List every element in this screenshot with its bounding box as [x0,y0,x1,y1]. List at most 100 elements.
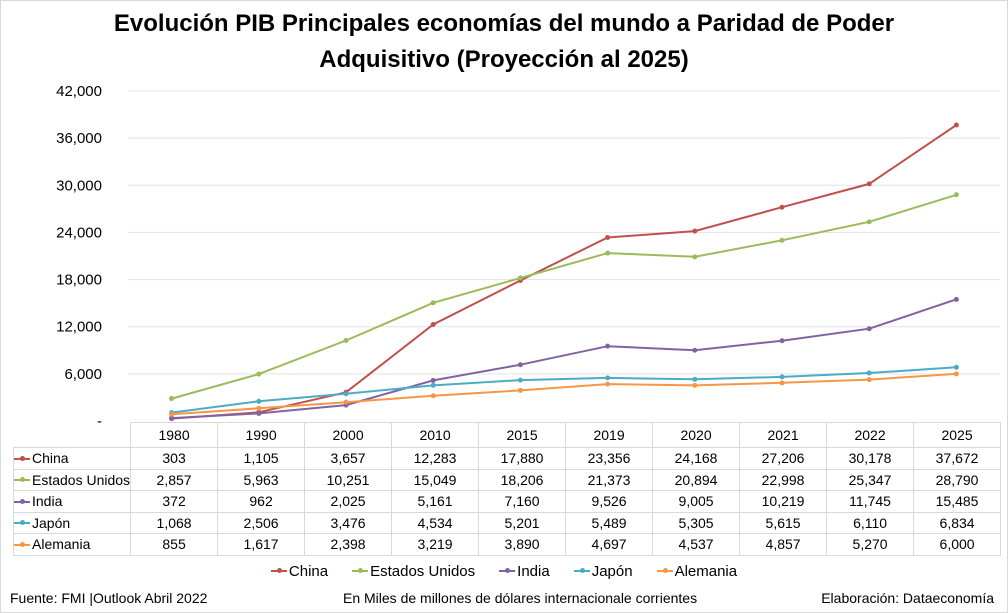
series-name: Alemania [32,536,91,553]
data-label: 3,476 [304,511,393,534]
data-label: 5,305 [652,511,741,534]
legend-marker-icon [573,568,590,574]
legend-label: Alemania [674,563,738,580]
credit-note: Elaboración: Dataeconomía [821,590,994,606]
y-tick-label: 36,000 [56,130,102,147]
data-point [169,415,175,421]
data-label: 303 [130,447,219,470]
chart-title-line2: Adquisitivo (Proyección al 2025) [319,46,689,73]
legend-label: Japón [591,563,633,580]
data-point [605,343,611,349]
legend-label: India [517,563,550,580]
legend-marker-icon [656,568,673,574]
series-label: China [12,447,132,470]
data-table-row: Estados Unidos 2,857 5,963 10,251 15,049 18,2… [12,468,1002,491]
data-label: 3,890 [478,533,567,556]
data-point [517,387,523,393]
data-label: 12,283 [391,447,480,470]
series-name: Japón [32,514,71,531]
data-point [692,228,698,234]
data-point [779,338,785,344]
x-tick-label: 2022 [826,422,915,448]
data-point [953,122,959,128]
data-label: 23,356 [565,447,654,470]
legend-marker-icon [14,477,30,483]
legend-marker-icon [270,568,287,574]
data-point [169,396,175,402]
y-tick-label: - [97,413,102,430]
legend-marker-icon [14,455,30,461]
chart-title-line1: Evolución PIB Principales economías del … [113,10,895,37]
series-line-alemania [171,372,957,416]
series-label: Estados Unidos [12,468,132,491]
series-name: India [32,493,63,510]
data-label: 2,398 [304,533,393,556]
data-point [692,376,698,382]
data-label: 372 [130,490,219,513]
data-label: 6,834 [913,511,1002,534]
data-point [430,393,436,399]
data-label: 22,998 [739,468,828,491]
data-label: 6,110 [826,511,915,534]
data-point [692,382,698,388]
data-table-row: India 372 962 2,025 5,161 7,160 9,526 9,005 10,2… [12,490,1002,513]
x-tick-label: 2000 [304,422,393,448]
data-label: 17,880 [478,447,567,470]
data-point [343,399,349,405]
data-label: 11,745 [826,490,915,513]
data-label: 1,617 [217,533,306,556]
legend-item: India [499,563,550,580]
data-table-row: Alemania 855 1,617 2,398 3,219 3,890 4,697 4,53… [12,533,1002,556]
data-label: 10,251 [304,468,393,491]
y-tick-label: 6,000 [64,366,102,383]
data-point [605,250,611,256]
data-label: 5,615 [739,511,828,534]
gridlines [128,90,1000,375]
data-point [430,382,436,388]
legend-marker-icon [14,541,30,547]
x-tick-label: 2020 [652,422,741,448]
series-line-estados-unidos [171,193,957,400]
x-tick-label: 2021 [739,422,828,448]
data-point [605,234,611,240]
legend-marker-icon [352,568,369,574]
units-note: En Miles de millones de dólares internac… [343,590,698,606]
legend-label: China [288,563,329,580]
series-line-india [171,298,957,420]
data-label: 5,161 [391,490,480,513]
data-point [256,405,262,411]
data-point [779,374,785,380]
data-point [779,204,785,210]
data-label: 855 [130,533,219,556]
x-tick-label: 2019 [565,422,654,448]
data-label: 5,963 [217,468,306,491]
data-point [779,237,785,243]
data-point [866,370,872,376]
data-point [256,410,262,416]
series-label: Alemania [12,533,132,556]
source-note: Fuente: FMI |Outlook Abril 2022 [10,590,208,606]
data-label: 2,857 [130,468,219,491]
y-tick-label: 42,000 [56,83,102,100]
data-label: 21,373 [565,468,654,491]
data-point [605,375,611,381]
data-label: 27,206 [739,447,828,470]
data-point [692,347,698,353]
data-label: 5,270 [826,533,915,556]
data-label: 15,049 [391,468,480,491]
data-label: 9,526 [565,490,654,513]
data-label: 30,178 [826,447,915,470]
data-table-row: Japón 1,068 2,506 3,476 4,534 5,201 5,489 5,305… [12,511,1002,534]
data-label: 5,489 [565,511,654,534]
y-tick-label: 30,000 [56,177,102,194]
data-point [692,254,698,260]
legend-item: Alemania [656,563,738,580]
data-label: 5,201 [478,511,567,534]
data-point [256,398,262,404]
data-label: 20,894 [652,468,741,491]
data-point [866,181,872,187]
y-tick-label: 18,000 [56,272,102,289]
data-point [256,371,262,377]
series-label: India [12,490,132,513]
x-tick-label: 1980 [130,422,219,448]
